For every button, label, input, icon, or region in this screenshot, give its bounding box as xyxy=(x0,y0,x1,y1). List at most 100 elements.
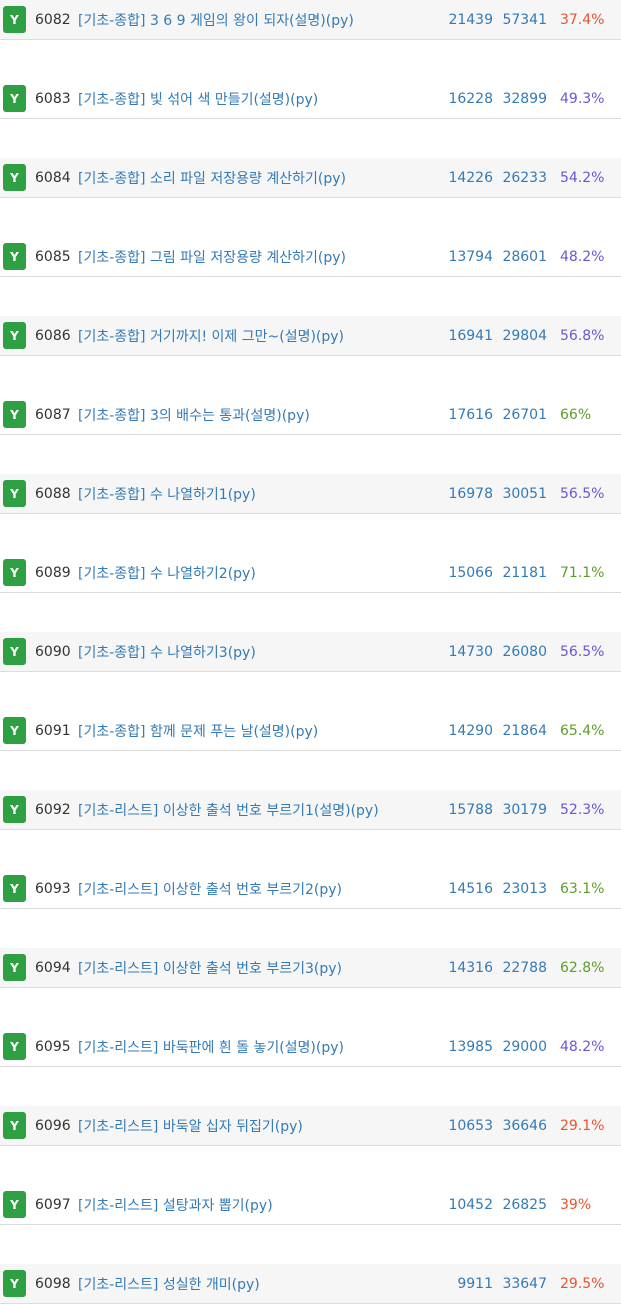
problem-row: Y 6088 [기초-종합] 수 나열하기1(py) 16978 30051 5… xyxy=(0,474,621,514)
problem-row: Y 6084 [기초-종합] 소리 파일 저장용량 계산하기(py) 14226… xyxy=(0,158,621,198)
solved-count[interactable]: 10653 xyxy=(448,1117,493,1134)
accuracy-ratio: 29.5% xyxy=(560,1275,605,1292)
submission-count[interactable]: 33647 xyxy=(502,1275,547,1292)
problem-title-link[interactable]: [기초-종합] 수 나열하기3(py) xyxy=(78,644,256,661)
accuracy-ratio: 37.4% xyxy=(560,11,605,28)
problem-row: Y 6086 [기초-종합] 거기까지! 이제 그만~(설명)(py) 1694… xyxy=(0,316,621,356)
problem-row: Y 6087 [기초-종합] 3의 배수는 통과(설명)(py) 17616 2… xyxy=(0,395,621,435)
problem-row: Y 6089 [기초-종합] 수 나열하기2(py) 15066 21181 7… xyxy=(0,553,621,593)
solved-count[interactable]: 14516 xyxy=(448,880,493,897)
submission-count[interactable]: 22788 xyxy=(502,959,547,976)
solved-status-badge: Y xyxy=(3,875,26,902)
accuracy-ratio: 29.1% xyxy=(560,1117,605,1134)
solved-status-badge: Y xyxy=(3,1112,26,1139)
problem-title-link[interactable]: [기초-리스트] 성실한 개미(py) xyxy=(78,1276,260,1293)
problem-id: 6086 xyxy=(35,327,71,344)
solved-count[interactable]: 17616 xyxy=(448,406,493,423)
submission-count[interactable]: 21181 xyxy=(502,564,547,581)
problem-id: 6097 xyxy=(35,1196,71,1213)
problem-title-link[interactable]: [기초-종합] 거기까지! 이제 그만~(설명)(py) xyxy=(78,328,345,345)
submission-count[interactable]: 28601 xyxy=(502,248,547,265)
problem-title-link[interactable]: [기초-리스트] 바둑판에 흰 돌 놓기(설명)(py) xyxy=(78,1039,344,1056)
submission-count[interactable]: 30051 xyxy=(502,485,547,502)
problem-row: Y 6085 [기초-종합] 그림 파일 저장용량 계산하기(py) 13794… xyxy=(0,237,621,277)
problem-title-link[interactable]: [기초-종합] 그림 파일 저장용량 계산하기(py) xyxy=(78,249,346,266)
solved-count[interactable]: 13985 xyxy=(448,1038,493,1055)
problem-title-link[interactable]: [기초-종합] 빛 섞어 색 만들기(설명)(py) xyxy=(78,91,319,108)
problem-id: 6083 xyxy=(35,90,71,107)
problem-title-link[interactable]: [기초-종합] 수 나열하기1(py) xyxy=(78,486,256,503)
submission-count[interactable]: 32899 xyxy=(502,90,547,107)
solved-count[interactable]: 14316 xyxy=(448,959,493,976)
solved-status-badge: Y xyxy=(3,717,26,744)
problem-id: 6091 xyxy=(35,722,71,739)
problem-id: 6090 xyxy=(35,643,71,660)
submission-count[interactable]: 21864 xyxy=(502,722,547,739)
problem-id: 6089 xyxy=(35,564,71,581)
problem-title-link[interactable]: [기초-종합] 함께 문제 푸는 날(설명)(py) xyxy=(78,723,319,740)
problem-id: 6085 xyxy=(35,248,71,265)
problem-row: Y 6094 [기초-리스트] 이상한 출석 번호 부르기3(py) 14316… xyxy=(0,948,621,988)
problem-id: 6084 xyxy=(35,169,71,186)
accuracy-ratio: 63.1% xyxy=(560,880,605,897)
submission-count[interactable]: 26080 xyxy=(502,643,547,660)
solved-status-badge: Y xyxy=(3,164,26,191)
solved-status-badge: Y xyxy=(3,480,26,507)
submission-count[interactable]: 57341 xyxy=(502,11,547,28)
accuracy-ratio: 71.1% xyxy=(560,564,605,581)
solved-status-badge: Y xyxy=(3,401,26,428)
problem-title-link[interactable]: [기초-리스트] 바둑알 십자 뒤집기(py) xyxy=(78,1118,303,1135)
problem-row: Y 6093 [기초-리스트] 이상한 출석 번호 부르기2(py) 14516… xyxy=(0,869,621,909)
problem-title-link[interactable]: [기초-종합] 3 6 9 게임의 왕이 되자(설명)(py) xyxy=(78,12,354,29)
problem-row: Y 6090 [기초-종합] 수 나열하기3(py) 14730 26080 5… xyxy=(0,632,621,672)
problem-title-link[interactable]: [기초-종합] 3의 배수는 통과(설명)(py) xyxy=(78,407,310,424)
solved-status-badge: Y xyxy=(3,954,26,981)
solved-status-badge: Y xyxy=(3,243,26,270)
solved-status-badge: Y xyxy=(3,85,26,112)
accuracy-ratio: 48.2% xyxy=(560,248,605,265)
accuracy-ratio: 52.3% xyxy=(560,801,605,818)
submission-count[interactable]: 26233 xyxy=(502,169,547,186)
solved-status-badge: Y xyxy=(3,6,26,33)
problem-id: 6094 xyxy=(35,959,71,976)
submission-count[interactable]: 30179 xyxy=(502,801,547,818)
accuracy-ratio: 65.4% xyxy=(560,722,605,739)
accuracy-ratio: 56.8% xyxy=(560,327,605,344)
solved-count[interactable]: 16228 xyxy=(448,90,493,107)
submission-count[interactable]: 36646 xyxy=(502,1117,547,1134)
problem-id: 6088 xyxy=(35,485,71,502)
problem-title-link[interactable]: [기초-리스트] 설탕과자 뽑기(py) xyxy=(78,1197,273,1214)
problem-title-link[interactable]: [기초-리스트] 이상한 출석 번호 부르기2(py) xyxy=(78,881,342,898)
solved-status-badge: Y xyxy=(3,1270,26,1297)
submission-count[interactable]: 23013 xyxy=(502,880,547,897)
accuracy-ratio: 56.5% xyxy=(560,485,605,502)
problem-row: Y 6095 [기초-리스트] 바둑판에 흰 돌 놓기(설명)(py) 1398… xyxy=(0,1027,621,1067)
problem-id: 6096 xyxy=(35,1117,71,1134)
solved-status-badge: Y xyxy=(3,638,26,665)
problem-title-link[interactable]: [기초-종합] 수 나열하기2(py) xyxy=(78,565,256,582)
accuracy-ratio: 62.8% xyxy=(560,959,605,976)
solved-count[interactable]: 15066 xyxy=(448,564,493,581)
problem-title-link[interactable]: [기초-리스트] 이상한 출석 번호 부르기3(py) xyxy=(78,960,342,977)
problem-title-link[interactable]: [기초-리스트] 이상한 출석 번호 부르기1(설명)(py) xyxy=(78,802,379,819)
solved-count[interactable]: 10452 xyxy=(448,1196,493,1213)
solved-count[interactable]: 9911 xyxy=(457,1275,493,1292)
solved-count[interactable]: 16978 xyxy=(448,485,493,502)
problem-row: Y 6092 [기초-리스트] 이상한 출석 번호 부르기1(설명)(py) 1… xyxy=(0,790,621,830)
solved-count[interactable]: 15788 xyxy=(448,801,493,818)
solved-count[interactable]: 14226 xyxy=(448,169,493,186)
problem-id: 6095 xyxy=(35,1038,71,1055)
solved-count[interactable]: 14290 xyxy=(448,722,493,739)
solved-count[interactable]: 14730 xyxy=(448,643,493,660)
problem-row: Y 6082 [기초-종합] 3 6 9 게임의 왕이 되자(설명)(py) 2… xyxy=(0,0,621,40)
problem-id: 6087 xyxy=(35,406,71,423)
solved-count[interactable]: 21439 xyxy=(448,11,493,28)
solved-count[interactable]: 13794 xyxy=(448,248,493,265)
submission-count[interactable]: 26825 xyxy=(502,1196,547,1213)
solved-count[interactable]: 16941 xyxy=(448,327,493,344)
problem-title-link[interactable]: [기초-종합] 소리 파일 저장용량 계산하기(py) xyxy=(78,170,346,187)
submission-count[interactable]: 29000 xyxy=(502,1038,547,1055)
submission-count[interactable]: 29804 xyxy=(502,327,547,344)
submission-count[interactable]: 26701 xyxy=(502,406,547,423)
